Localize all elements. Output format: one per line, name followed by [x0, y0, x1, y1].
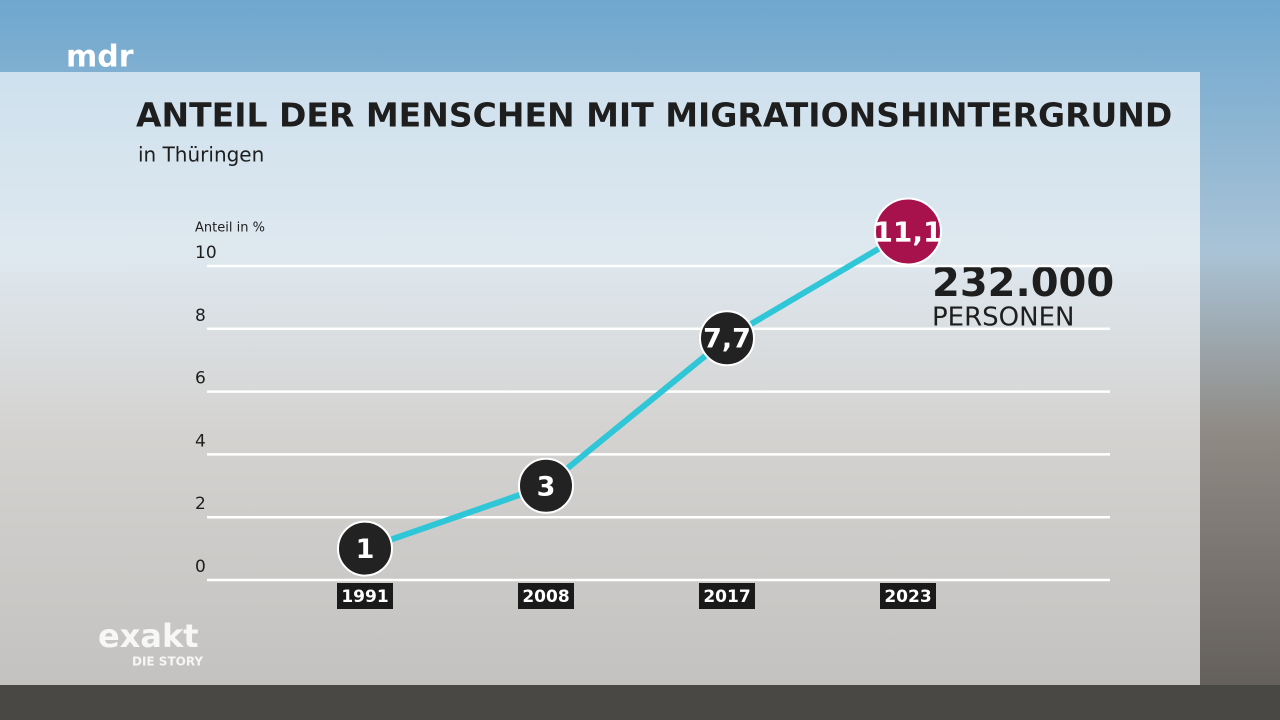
data-label: 1 — [356, 534, 375, 565]
x-tick-box — [518, 583, 574, 609]
data-label: 11,1 — [873, 215, 942, 248]
chart-subtitle: in Thüringen — [138, 143, 264, 167]
y-tick-label: 6 — [195, 369, 206, 389]
x-tick-box — [699, 583, 755, 609]
annotation: 232.000 — [932, 260, 1114, 306]
annotation: PERSONEN — [932, 303, 1074, 333]
y-tick-label: 4 — [195, 431, 206, 451]
line — [364, 228, 910, 552]
point-marker — [337, 520, 393, 577]
y-tick-label: 2 — [195, 494, 206, 514]
ground — [0, 685, 1280, 720]
show-logo-sub: DIE STORY — [132, 655, 203, 669]
x-tick-label: 2023 — [884, 587, 931, 607]
x-tick-box — [337, 583, 393, 609]
x-tick-label: 2008 — [522, 587, 569, 607]
chart-title: ANTEIL DER MENSCHEN MIT MIGRATIONSHINTER… — [136, 96, 1172, 135]
y-tick-label: 0 — [195, 557, 206, 577]
x-tick-label: 1991 — [341, 587, 388, 607]
point-marker — [699, 310, 755, 367]
point-marker — [874, 197, 942, 266]
x-tick-box — [880, 583, 936, 609]
data-label: 3 — [537, 471, 556, 502]
show-logo: exakt — [98, 617, 199, 655]
data-label: 7,7 — [703, 324, 751, 355]
y-axis-label: Anteil in % — [195, 221, 265, 236]
x-tick-label: 2017 — [703, 587, 750, 607]
y-tick-label: 8 — [195, 306, 206, 326]
point-marker — [518, 457, 574, 514]
channel-logo: mdr — [66, 40, 134, 75]
y-tick-label: 10 — [195, 243, 217, 263]
panel — [0, 72, 1200, 685]
